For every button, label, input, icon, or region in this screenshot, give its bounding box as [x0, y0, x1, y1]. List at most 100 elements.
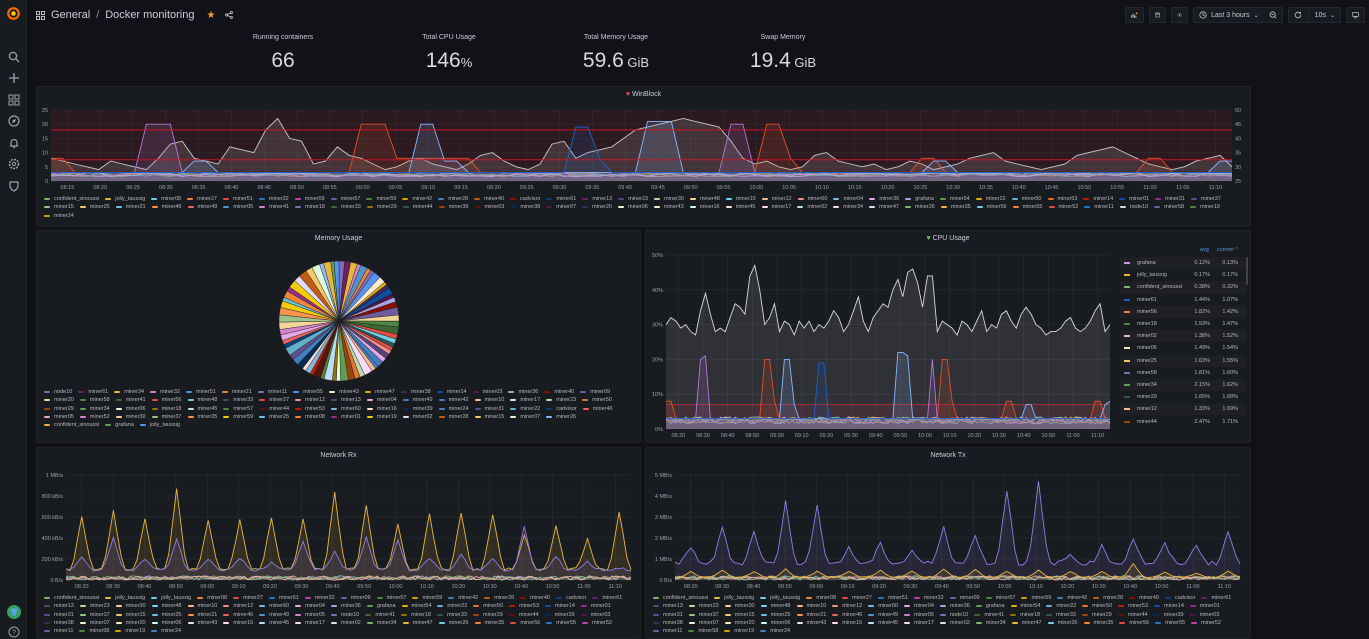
legend-item[interactable]: miner34: [114, 388, 144, 396]
legend-item[interactable]: miner16: [366, 405, 397, 413]
legend-item[interactable]: miner10: [474, 396, 504, 404]
legend-item[interactable]: node10: [44, 388, 72, 396]
legend-item[interactable]: confident_sinoussi: [44, 594, 99, 602]
legend-item[interactable]: miner42: [402, 195, 432, 203]
legend-item[interactable]: miner35: [474, 619, 504, 627]
legend-item[interactable]: miner60: [797, 195, 827, 203]
panel-title[interactable]: ♥ CPU Usage: [926, 235, 970, 242]
legend-item[interactable]: miner41: [974, 611, 1004, 619]
legend-item[interactable]: jolly_taussig: [105, 195, 145, 203]
legend-item[interactable]: miner59: [1021, 594, 1051, 602]
legend-item[interactable]: node10: [940, 611, 968, 619]
legend-item[interactable]: miner61: [78, 388, 108, 396]
legend-item[interactable]: miner56: [151, 396, 182, 404]
legend-item[interactable]: miner04: [904, 602, 934, 610]
legend-item[interactable]: miner48: [151, 602, 182, 610]
cpu-legend-row[interactable]: miner12 1.33% 1.69%: [1120, 403, 1246, 416]
legend-item[interactable]: miner46: [151, 203, 182, 211]
legend-item[interactable]: miner24: [760, 627, 790, 635]
legend-item[interactable]: miner17: [510, 396, 540, 404]
legend-item[interactable]: miner61: [592, 594, 622, 602]
legend-item[interactable]: miner41: [259, 203, 289, 211]
legend-item[interactable]: miner43: [796, 619, 826, 627]
legend-item[interactable]: miner24: [44, 212, 74, 220]
legend-item[interactable]: miner15: [44, 203, 74, 211]
legend-item[interactable]: miner52: [1191, 619, 1221, 627]
legend-item[interactable]: miner59: [223, 413, 253, 421]
legend-item[interactable]: miner13: [44, 602, 74, 610]
legend-item[interactable]: miner27: [842, 594, 872, 602]
legend-item[interactable]: miner20: [115, 619, 146, 627]
legend-item[interactable]: miner10: [796, 602, 826, 610]
legend-item[interactable]: miner41: [365, 611, 395, 619]
legend-item[interactable]: miner39: [1153, 611, 1184, 619]
cpu-legend-row[interactable]: miner61 1.44% 1.07%: [1120, 294, 1246, 306]
legend-item[interactable]: miner07: [688, 619, 719, 627]
legend-item[interactable]: miner60: [868, 602, 898, 610]
legend-item[interactable]: miner13: [331, 396, 361, 404]
legend-item[interactable]: miner40: [544, 388, 574, 396]
legend-item[interactable]: miner01: [580, 602, 611, 610]
legend-item[interactable]: jolly_taussig: [151, 594, 191, 602]
panel-title[interactable]: Network Rx: [320, 452, 357, 459]
legend-item[interactable]: miner33: [1046, 611, 1076, 619]
configuration-icon[interactable]: [6, 156, 21, 171]
legend-item[interactable]: miner36: [940, 602, 970, 610]
legend-item[interactable]: miner45: [725, 203, 756, 211]
legend-item[interactable]: miner22: [510, 405, 540, 413]
legend-item[interactable]: miner57: [223, 405, 253, 413]
legend-item[interactable]: miner35: [940, 203, 971, 211]
legend-item[interactable]: miner43: [653, 203, 684, 211]
legend-item[interactable]: miner32: [150, 388, 180, 396]
legend-item[interactable]: miner33: [437, 611, 467, 619]
legend-item[interactable]: miner42: [438, 396, 469, 404]
legend-item[interactable]: miner57: [985, 594, 1015, 602]
legend-item[interactable]: miner09: [294, 195, 325, 203]
legend-item[interactable]: miner18: [295, 203, 325, 211]
network-tx-chart[interactable]: 0 B/s 1 MB/s 2 MB/s 3 MB/s 4 MB/s 5 MB/s 08:20…: [646, 462, 1252, 602]
user-avatar[interactable]: [6, 604, 21, 619]
legend-item[interactable]: miner29: [366, 203, 397, 211]
cpu-legend-row[interactable]: jolly_taussig 0.17% 0.17%: [1120, 269, 1246, 281]
legend-item[interactable]: miner13: [653, 602, 683, 610]
refresh-interval[interactable]: 10s: [1314, 11, 1326, 19]
legend-item[interactable]: miner06: [151, 619, 182, 627]
panel-title[interactable]: ♥ WinBlock: [625, 91, 662, 98]
grafana-logo-icon[interactable]: [5, 5, 22, 22]
cpu-legend-row[interactable]: miner18 1.53% 1.47%: [1120, 318, 1246, 330]
legend-item[interactable]: miner51: [268, 594, 299, 602]
legend-item[interactable]: miner30: [115, 413, 146, 421]
legend-item[interactable]: miner61: [546, 195, 576, 203]
legend-item[interactable]: miner28: [1093, 594, 1123, 602]
plus-icon[interactable]: [6, 70, 21, 85]
legend-item[interactable]: miner09: [949, 594, 980, 602]
legend-item[interactable]: miner21: [796, 611, 826, 619]
legend-item[interactable]: miner26: [905, 203, 935, 211]
legend-item[interactable]: miner21: [221, 388, 252, 396]
cpu-legend-row[interactable]: confident_sinoussi 0.38% 0.32%: [1120, 281, 1246, 294]
legend-item[interactable]: miner06: [618, 203, 648, 211]
legend-item[interactable]: miner58: [79, 627, 109, 635]
legend-item[interactable]: miner58: [688, 627, 718, 635]
legend-item[interactable]: miner28: [438, 413, 469, 421]
legend-item[interactable]: miner01: [331, 413, 361, 421]
legend-item[interactable]: miner19: [724, 627, 754, 635]
legend-item[interactable]: cadvisor: [509, 195, 540, 203]
legend-item[interactable]: miner52: [1048, 203, 1078, 211]
legend-item[interactable]: miner47: [869, 203, 899, 211]
legend-item[interactable]: miner55: [1012, 203, 1043, 211]
cpu-legend-row[interactable]: grafana 0.12% 0.13%: [1120, 257, 1246, 270]
explore-icon[interactable]: [6, 113, 21, 128]
legend-item[interactable]: miner30: [654, 195, 684, 203]
legend-item[interactable]: miner26: [1047, 619, 1078, 627]
dashboards-icon[interactable]: [6, 92, 21, 107]
dashboard-title[interactable]: Docker monitoring: [105, 9, 195, 21]
legend-item[interactable]: miner21: [187, 611, 217, 619]
legend-item[interactable]: miner34: [79, 405, 110, 413]
legend-item[interactable]: miner52: [79, 413, 110, 421]
legend-header-current[interactable]: current ^: [1216, 247, 1238, 253]
legend-item[interactable]: miner20: [44, 396, 74, 404]
save-dashboard-button[interactable]: [1149, 7, 1167, 23]
legend-item[interactable]: miner16: [223, 619, 253, 627]
legend-item[interactable]: miner39: [544, 611, 575, 619]
